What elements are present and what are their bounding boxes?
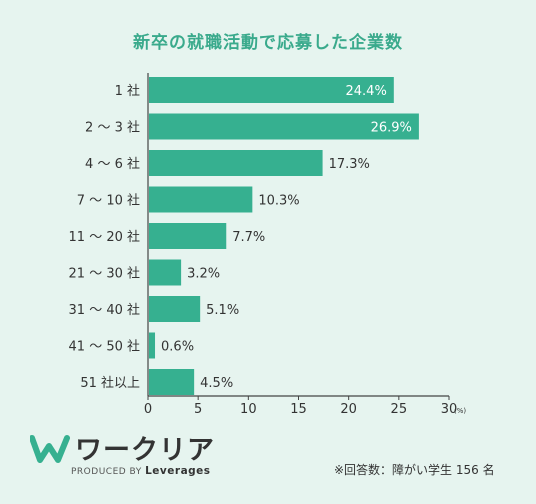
workria-logo-icon [30, 435, 70, 463]
category-label: 41 〜 50 社 [69, 339, 140, 355]
x-tick-label: 10 [240, 402, 257, 417]
data-label: 17.3% [329, 157, 370, 172]
category-label: 1 社 [115, 83, 140, 99]
data-label: 3.2% [187, 267, 220, 282]
bar [149, 77, 394, 103]
respondents-note: ※回答数：障がい学生 156 名 [334, 463, 495, 477]
data-label: 4.5% [200, 376, 233, 391]
bar [149, 186, 253, 213]
brand-name: Leverages [145, 465, 211, 477]
data-label: 7.7% [232, 230, 265, 245]
data-label: 10.3% [258, 194, 299, 209]
category-label: 2 〜 3 社 [85, 120, 140, 136]
bar [149, 150, 323, 176]
x-tick-label: 30 [441, 402, 458, 417]
x-tick-label: 5 [194, 402, 202, 417]
category-label: 4 〜 6 社 [85, 156, 140, 172]
logo-text: ワークリア [75, 435, 215, 466]
data-label: 0.6% [161, 340, 194, 355]
produced-by: PRODUCED BY Leverages [71, 465, 211, 477]
x-tick-label: 0 [144, 402, 152, 417]
bar [149, 259, 182, 286]
chart-title: 新卒の就職活動で応募した企業数 [133, 33, 403, 53]
category-label: 31 〜 40 社 [69, 302, 140, 318]
data-label: 26.9% [371, 121, 412, 136]
data-label: 5.1% [206, 303, 239, 318]
bar [149, 369, 195, 395]
category-label: 11 〜 20 社 [69, 229, 140, 245]
category-label: 51 社以上 [80, 375, 140, 391]
x-tick-label: 25 [391, 402, 408, 417]
data-label: 24.4% [346, 84, 387, 99]
category-label: 21 〜 30 社 [69, 266, 140, 282]
bar [149, 332, 156, 359]
x-tick-label: 20 [340, 402, 357, 417]
produced-by-label: PRODUCED BY [71, 467, 142, 477]
category-label: 7 〜 10 社 [77, 193, 140, 209]
bar [149, 296, 201, 322]
bar [149, 113, 419, 140]
bar [149, 223, 227, 249]
x-axis-unit: (%) [454, 407, 466, 415]
bar-chart: 0 5 10 15 20 25 30(%) 1 社 24.4% 2 〜 3 社 26.9% 4 〜 6… [69, 73, 466, 417]
x-tick-label: 15 [290, 402, 307, 417]
